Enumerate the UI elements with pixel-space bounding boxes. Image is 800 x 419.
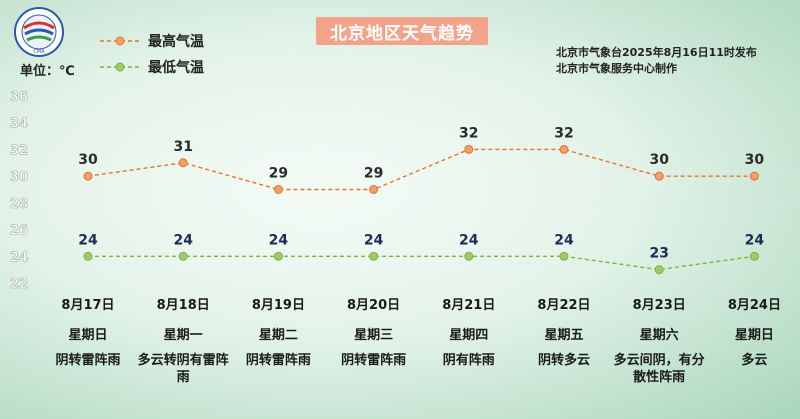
data-label-high: 30 — [745, 152, 765, 168]
y-tick-label: 26 — [10, 224, 28, 239]
series-line-high — [87, 148, 755, 191]
publisher-info: 北京市气象台2025年8月16日11时发布 北京市气象服务中心制作 — [556, 45, 757, 77]
y-tick-label: 28 — [10, 197, 28, 212]
svg-text:CMA: CMA — [33, 49, 45, 55]
data-point-low — [273, 251, 283, 261]
day-date: 8月18日 — [156, 298, 210, 313]
y-tick-label: 34 — [10, 117, 28, 132]
data-point-high — [178, 158, 188, 168]
data-point-low — [559, 251, 569, 261]
data-label-low: 24 — [269, 232, 289, 248]
day-weather: 多云转阴有雷阵雨 — [137, 353, 229, 385]
data-point-high — [654, 171, 664, 181]
day-date: 8月24日 — [727, 298, 781, 313]
data-point-high — [83, 171, 93, 181]
day-weather: 阴转雷阵雨 — [341, 353, 407, 368]
day-date: 8月19日 — [251, 298, 305, 313]
data-point-low — [83, 251, 93, 261]
legend-item-low: 最低气温 — [100, 54, 204, 80]
data-label-high: 29 — [364, 166, 383, 182]
legend-swatch-high — [100, 36, 140, 46]
publisher-line-1: 北京市气象台2025年8月16日11时发布 — [556, 46, 757, 59]
legend: 最高气温 最低气温 — [100, 28, 204, 80]
chart-title: 北京地区天气趋势 — [316, 17, 488, 45]
data-label-high: 32 — [459, 125, 478, 141]
y-tick-label: 36 — [10, 90, 28, 105]
day-weekday: 星期日 — [734, 328, 774, 343]
day-weekday: 星期五 — [544, 328, 584, 343]
day-weekday: 星期二 — [258, 328, 298, 343]
legend-label-low: 最低气温 — [148, 60, 204, 76]
day-column: 8月22日星期五阴转多云 — [516, 294, 612, 369]
day-weather: 多云 — [741, 353, 768, 368]
data-point-low — [369, 251, 379, 261]
day-weekday: 星期日 — [68, 328, 108, 343]
data-label-low: 24 — [745, 232, 765, 248]
data-point-high — [369, 185, 379, 194]
data-label-high: 30 — [649, 152, 669, 168]
data-label-high: 32 — [554, 125, 573, 141]
meteorological-service-logo-icon: CMA — [14, 7, 64, 57]
day-column: 8月17日星期日阴转雷阵雨 — [40, 294, 136, 369]
legend-swatch-low — [100, 62, 140, 72]
day-weather: 多云间阴，有分散性阵雨 — [613, 353, 705, 385]
legend-label-high: 最高气温 — [148, 34, 204, 50]
data-point-high — [464, 144, 474, 154]
data-label-low: 24 — [459, 232, 479, 248]
day-column: 8月18日星期一多云转阴有雷阵雨 — [135, 294, 231, 386]
data-label-low: 24 — [78, 232, 98, 248]
day-date: 8月23日 — [632, 298, 686, 313]
y-tick-label: 30 — [10, 170, 28, 185]
data-point-low — [654, 265, 664, 275]
data-label-low: 24 — [554, 232, 574, 248]
data-point-low — [749, 251, 759, 261]
day-weekday: 星期六 — [639, 328, 679, 343]
unit-label: 单位：℃ — [20, 64, 75, 79]
data-label-high: 31 — [173, 139, 192, 155]
day-weather: 阴转多云 — [537, 353, 590, 368]
y-tick-label: 22 — [10, 277, 28, 292]
data-point-low — [178, 251, 188, 261]
day-date: 8月20日 — [347, 298, 401, 313]
day-weekday: 星期四 — [449, 328, 489, 343]
data-point-high — [273, 185, 283, 194]
publisher-line-2: 北京市气象服务中心制作 — [556, 62, 677, 75]
legend-item-high: 最高气温 — [100, 28, 204, 54]
day-date: 8月17日 — [61, 298, 115, 313]
day-column: 8月23日星期六多云间阴，有分散性阵雨 — [611, 294, 707, 386]
day-date: 8月22日 — [537, 298, 591, 313]
day-date: 8月21日 — [442, 298, 496, 313]
data-label-low: 24 — [364, 232, 384, 248]
data-label-low: 24 — [173, 232, 193, 248]
y-tick-label: 24 — [10, 250, 28, 265]
data-label-low: 23 — [649, 246, 668, 262]
day-column: 8月21日星期四阴有阵雨 — [421, 294, 517, 369]
y-tick-label: 32 — [10, 143, 28, 158]
series-line-low — [88, 255, 755, 271]
data-label-high: 29 — [269, 166, 288, 182]
day-weekday: 星期一 — [163, 328, 203, 343]
data-point-low — [464, 251, 474, 261]
data-label-high: 30 — [78, 152, 98, 168]
day-column: 8月24日星期日多云 — [706, 294, 800, 369]
day-weather: 阴有阵雨 — [442, 353, 495, 368]
day-weather: 阴转雷阵雨 — [55, 353, 121, 368]
data-point-high — [749, 171, 759, 181]
day-column: 8月19日星期二阴转雷阵雨 — [230, 294, 326, 369]
day-weekday: 星期三 — [354, 328, 394, 343]
day-weather: 阴转雷阵雨 — [245, 353, 311, 368]
data-point-high — [559, 144, 569, 154]
day-column: 8月20日星期三阴转雷阵雨 — [326, 294, 422, 369]
